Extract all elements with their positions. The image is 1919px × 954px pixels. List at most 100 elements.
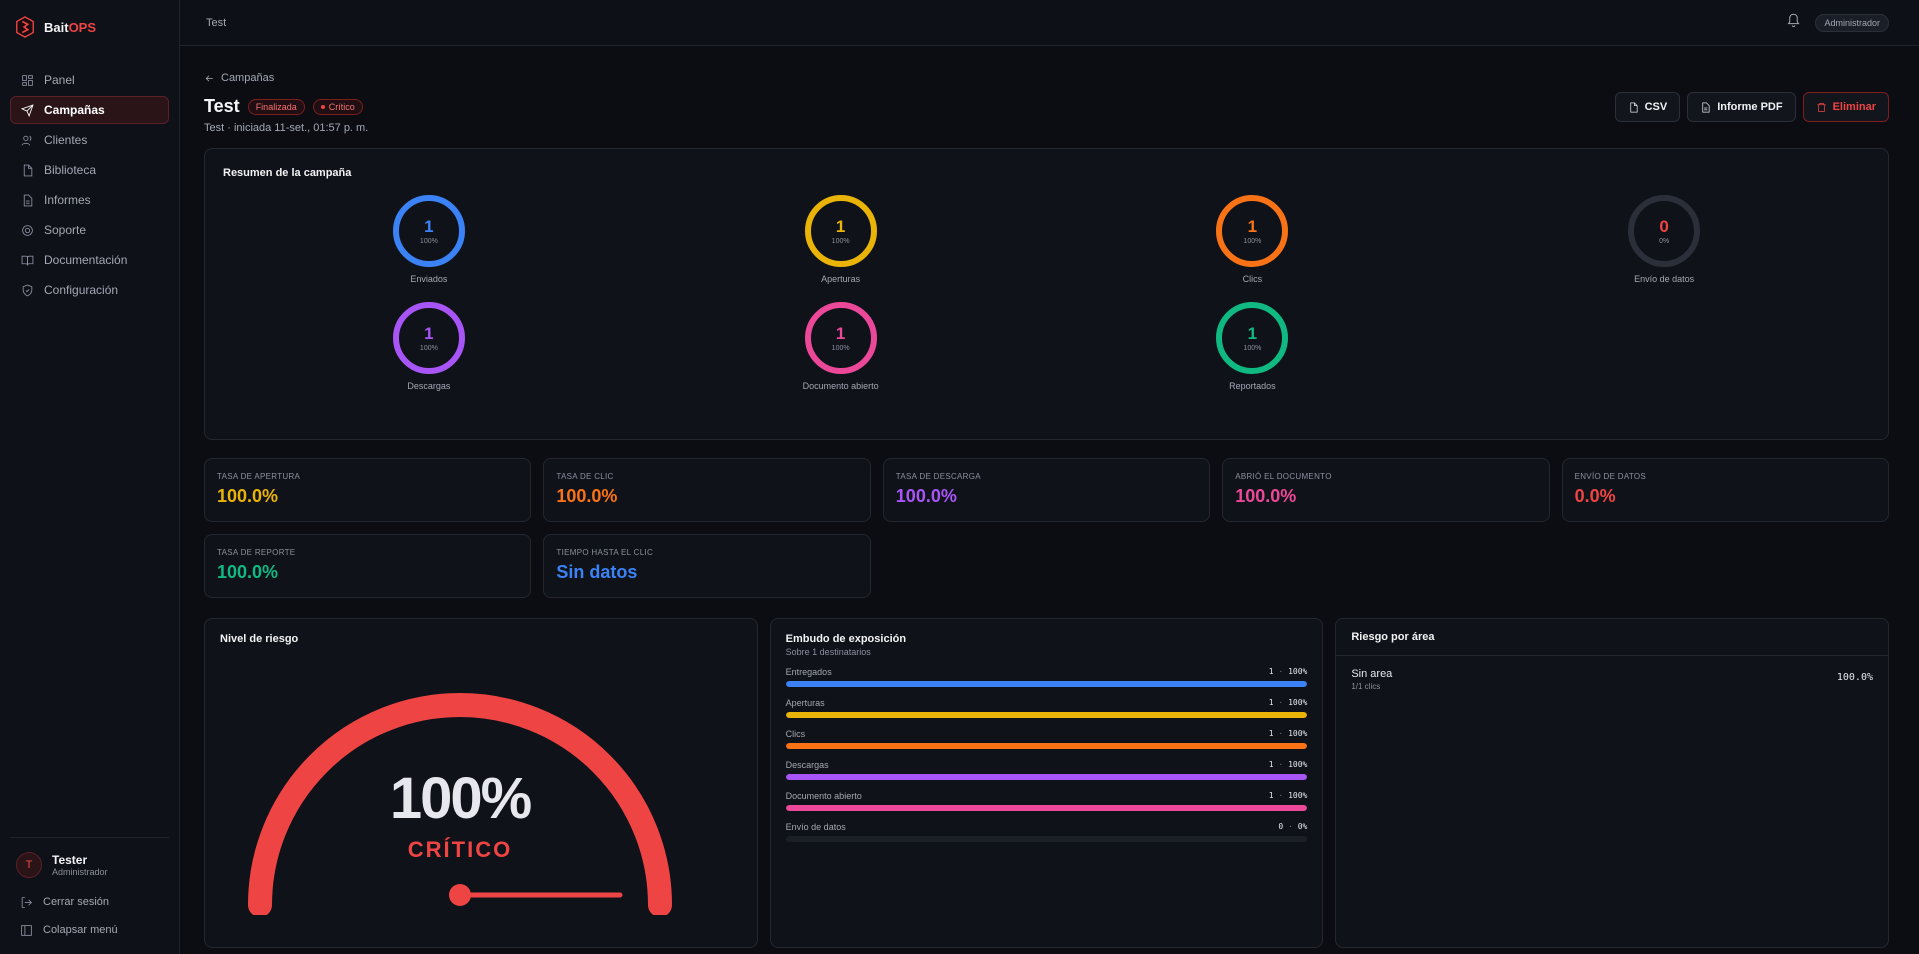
summary-ring: 1 100% Documento abierto bbox=[635, 302, 1047, 391]
stat-value: 100.0% bbox=[217, 562, 279, 582]
ring-chart: 0 0% bbox=[1628, 195, 1701, 267]
ring-value: 1 bbox=[424, 216, 434, 236]
ring-value: 1 bbox=[835, 323, 846, 343]
collapse-menu-button[interactable]: Colapsar menú bbox=[10, 916, 169, 944]
ring-percent: 100% bbox=[831, 237, 850, 245]
ring-value: 1 bbox=[835, 216, 846, 236]
risk-title: Nivel de riesgo bbox=[220, 633, 299, 645]
main-content: Test Administrador Campañas Test Finaliz… bbox=[180, 0, 1919, 954]
ring-label: Enviados bbox=[410, 274, 448, 284]
users-icon bbox=[21, 135, 32, 146]
csv-button[interactable]: CSV bbox=[1614, 92, 1681, 122]
sidebar-item-panel[interactable]: Panel bbox=[10, 66, 169, 94]
sidebar-item-label: Panel bbox=[44, 73, 75, 87]
sidebar-item-support[interactable]: Soporte bbox=[10, 216, 169, 244]
sidebar-item-label: Biblioteca bbox=[44, 163, 97, 177]
area-row: Sin area 1/1 clics 100.0% bbox=[1351, 668, 1873, 691]
brand[interactable]: BaitOPS bbox=[0, 0, 179, 54]
funnel-row: Entregados 1 · 100% bbox=[785, 667, 1308, 687]
sidebar-item-settings[interactable]: Configuración bbox=[10, 276, 169, 304]
sidebar-item-reports[interactable]: Informes bbox=[10, 186, 169, 214]
sidebar-item-label: Informes bbox=[44, 193, 91, 207]
area-risk-card: Riesgo por área Sin area 1/1 clics 100.0… bbox=[1335, 618, 1889, 948]
funnel-row: Documento abierto 1 · 100% bbox=[785, 791, 1308, 811]
stat-label: Tasa de descarga bbox=[895, 472, 981, 481]
risk-percent: 100% bbox=[389, 766, 532, 831]
back-link[interactable]: Campañas bbox=[204, 72, 1889, 84]
stat-value: 100.0% bbox=[217, 486, 279, 506]
funnel-fill bbox=[785, 743, 1308, 749]
ring-label: Envío de datos bbox=[1634, 274, 1695, 284]
stat-label: Abrió el documento bbox=[1235, 472, 1332, 481]
send-icon bbox=[21, 103, 34, 117]
logo-icon bbox=[16, 16, 34, 38]
gauge-arc bbox=[248, 693, 672, 917]
risk-gauge: 100% CRÍTICO bbox=[245, 675, 675, 917]
summary-ring: 1 100% Aperturas bbox=[635, 195, 1047, 284]
bell-icon bbox=[1788, 13, 1800, 27]
stat-label: Tasa de clic bbox=[556, 472, 614, 481]
dashboard-icon bbox=[22, 74, 33, 86]
funnel-fill bbox=[785, 774, 1308, 780]
sidebar-item-label: Documentación bbox=[44, 253, 128, 267]
ring-percent: 0% bbox=[1659, 237, 1670, 245]
stat-value: Sin datos bbox=[556, 562, 638, 582]
risk-level-card: Nivel de riesgo 100% CRÍTICO bbox=[204, 618, 758, 948]
funnel-subtitle: Sobre 1 destinatarios bbox=[785, 647, 871, 657]
stat-card: Abrió el documento 100.0% bbox=[1222, 458, 1550, 522]
ring-chart: 1 100% bbox=[1216, 195, 1289, 267]
funnel-track bbox=[785, 712, 1308, 718]
trash-icon bbox=[1816, 102, 1826, 112]
sidebar-item-label: Clientes bbox=[44, 133, 88, 147]
status-badge: Finalizada bbox=[247, 98, 305, 115]
delete-button[interactable]: Eliminar bbox=[1802, 92, 1889, 122]
user-role: Administrador bbox=[52, 867, 108, 877]
book-icon bbox=[21, 255, 34, 265]
notifications-button[interactable] bbox=[1786, 13, 1801, 33]
user-profile[interactable]: T Tester Administrador bbox=[10, 852, 169, 888]
ring-label: Documento abierto bbox=[802, 381, 879, 391]
sidebar-footer: T Tester Administrador Cerrar sesión Col… bbox=[10, 837, 169, 944]
funnel-value: 1 · 100% bbox=[1268, 698, 1308, 707]
stat-card: Tasa de reporte 100.0% bbox=[204, 534, 532, 598]
topbar-title: Test bbox=[206, 16, 227, 29]
funnel-value: 1 · 100% bbox=[1268, 760, 1308, 769]
ring-percent: 100% bbox=[419, 237, 438, 245]
funnel-value: 1 · 100% bbox=[1268, 791, 1308, 800]
funnel-track bbox=[785, 774, 1308, 780]
sidebar-item-campaigns[interactable]: Campañas bbox=[10, 96, 169, 124]
ring-value: 0 bbox=[1659, 216, 1669, 236]
collapse-label: Colapsar menú bbox=[43, 924, 118, 936]
stat-card: Envío de datos 0.0% bbox=[1561, 458, 1889, 522]
logout-button[interactable]: Cerrar sesión bbox=[10, 888, 169, 916]
funnel-label: Entregados bbox=[785, 667, 832, 677]
funnel-track bbox=[785, 743, 1308, 749]
role-badge[interactable]: Administrador bbox=[1815, 13, 1889, 32]
summary-ring: 1 100% Descargas bbox=[223, 302, 635, 391]
funnel-title: Embudo de exposición bbox=[785, 633, 907, 645]
logout-label: Cerrar sesión bbox=[43, 896, 110, 908]
sidebar-item-clients[interactable]: Clientes bbox=[10, 126, 169, 154]
ring-percent: 100% bbox=[1243, 344, 1262, 352]
ring-label: Descargas bbox=[407, 381, 451, 391]
stat-label: Tiempo hasta el clic bbox=[556, 548, 654, 557]
sidebar-item-library[interactable]: Biblioteca bbox=[10, 156, 169, 184]
bottom-cards: Nivel de riesgo 100% CRÍTICO Embudo de bbox=[204, 618, 1889, 948]
area-title: Riesgo por área bbox=[1351, 631, 1435, 643]
ring-chart: 1 100% bbox=[392, 195, 465, 267]
stat-value: 100.0% bbox=[1235, 486, 1297, 506]
stat-card: Tasa de descarga 100.0% bbox=[882, 458, 1211, 522]
stat-value: 0.0% bbox=[1574, 486, 1616, 506]
sidebar-item-documentation[interactable]: Documentación bbox=[10, 246, 169, 274]
avatar: T bbox=[16, 852, 42, 878]
ring-percent: 100% bbox=[1243, 237, 1262, 245]
stat-label: Tasa de reporte bbox=[217, 548, 296, 557]
exposure-funnel-card: Embudo de exposición Sobre 1 destinatari… bbox=[769, 618, 1324, 948]
funnel-value: 1 · 100% bbox=[1268, 667, 1308, 676]
funnel-row: Aperturas 1 · 100% bbox=[785, 698, 1308, 718]
pdf-report-button[interactable]: Informe PDF bbox=[1687, 92, 1796, 122]
area-value: 100.0% bbox=[1836, 672, 1873, 683]
sidebar-item-label: Soporte bbox=[44, 223, 87, 237]
sidebar-collapse-icon bbox=[21, 924, 32, 936]
risk-level: CRÍTICO bbox=[407, 837, 513, 862]
